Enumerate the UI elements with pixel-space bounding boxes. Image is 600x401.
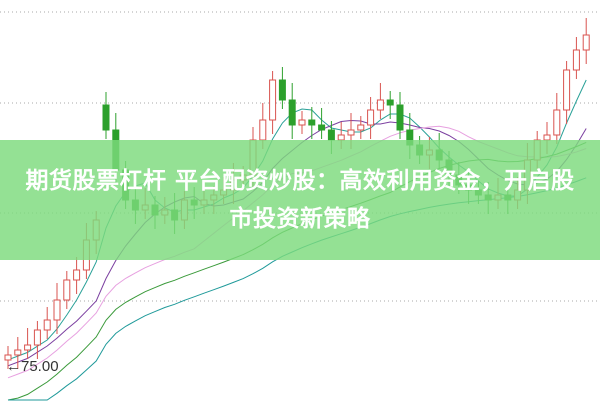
- candle-body: [73, 269, 81, 281]
- candle-body: [43, 319, 51, 331]
- candle-body: [376, 99, 384, 111]
- candle-body: [396, 104, 404, 131]
- candle-body: [318, 124, 326, 131]
- candle-body: [63, 279, 71, 301]
- candle-body: [308, 119, 316, 126]
- candle-body: [582, 34, 590, 51]
- price-marker: ←75.00: [6, 358, 59, 375]
- candle-body: [386, 99, 394, 106]
- candle-body: [53, 299, 61, 321]
- candle-body: [259, 119, 267, 141]
- arrow-left-icon: ←: [6, 358, 21, 375]
- candle-body: [553, 109, 561, 136]
- price-label: 75.00: [21, 358, 59, 375]
- candle-body: [102, 104, 110, 131]
- candle-body: [14, 349, 22, 356]
- candle-body: [298, 119, 306, 126]
- candle-body: [278, 79, 286, 101]
- candle-body: [357, 124, 365, 131]
- title-banner: 期货股票杠杆 平台配资炒股：高效利用资金，开启股市投资新策略: [0, 140, 600, 260]
- candle-body: [288, 99, 296, 126]
- candle-body: [33, 329, 41, 346]
- candle-body: [347, 129, 355, 136]
- candle-body: [563, 69, 571, 111]
- candle-body: [4, 354, 12, 361]
- candle-body: [367, 109, 375, 126]
- article-title: 期货股票杠杆 平台配资炒股：高效利用资金，开启股市投资新策略: [25, 168, 575, 232]
- candle-body: [24, 344, 32, 351]
- candle-body: [572, 49, 580, 71]
- candle-body: [327, 129, 335, 141]
- candle-body: [269, 79, 277, 121]
